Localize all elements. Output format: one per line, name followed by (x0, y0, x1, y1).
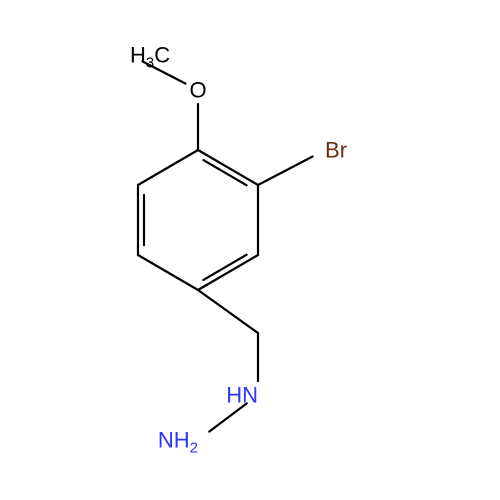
atom-O: O (189, 78, 206, 103)
bond (203, 255, 246, 280)
bond (138, 150, 198, 185)
bond (198, 290, 258, 333)
atom-NH: HN (226, 383, 258, 408)
atom-Br: Br (325, 138, 347, 163)
bond (258, 156, 313, 185)
bond (198, 255, 258, 290)
atom-CH3: H3C (130, 43, 170, 72)
atom-NH2: NH2 (158, 428, 198, 457)
bond (138, 255, 198, 290)
bond (203, 160, 246, 185)
bond (198, 150, 258, 185)
molecule-diagram: O H3C Br HN NH2 (0, 0, 500, 500)
